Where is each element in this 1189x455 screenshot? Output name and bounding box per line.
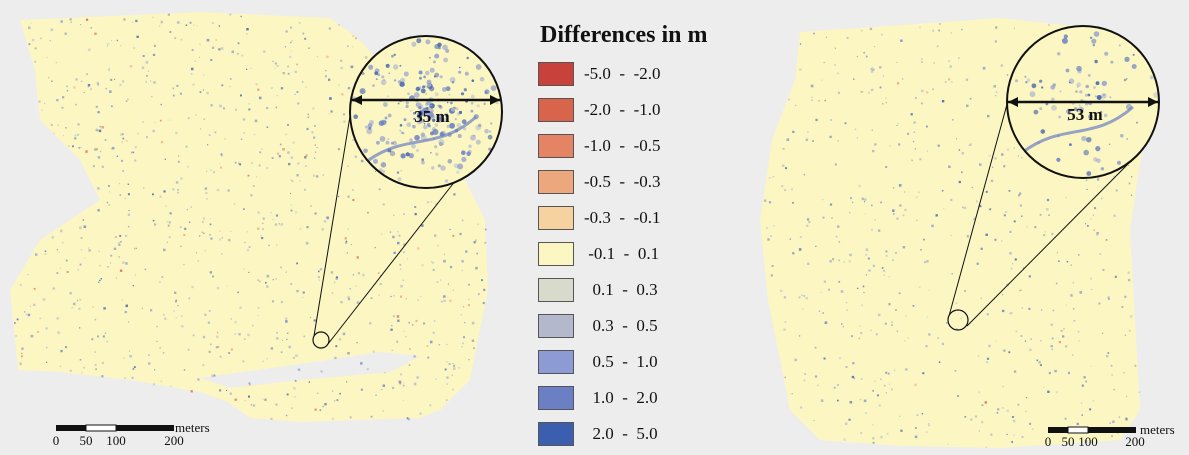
legend-swatch bbox=[538, 62, 574, 86]
right-scale-tick-2: 100 bbox=[1078, 434, 1098, 449]
legend-swatch bbox=[538, 206, 574, 230]
right-zoom-source bbox=[947, 309, 969, 331]
legend-item: -2.0 - -1.0 bbox=[538, 98, 738, 122]
left-map-gap bbox=[200, 352, 420, 388]
left-scale-tick-0: 0 bbox=[53, 433, 60, 448]
right-zoom-line-a bbox=[948, 85, 1013, 317]
right-scale-tick-0: 0 bbox=[1045, 434, 1052, 449]
left-zoom-source bbox=[312, 331, 330, 349]
right-scale-tick-1: 50 bbox=[1062, 434, 1075, 449]
right-scale-bar: meters 0 50 100 200 bbox=[1045, 422, 1175, 449]
legend-item: -0.3 - -0.1 bbox=[538, 206, 738, 230]
legend-label: 0.3 - 0.5 bbox=[584, 316, 658, 335]
legend-title: Differences in m bbox=[540, 22, 708, 48]
legend-item: -1.0 - -0.5 bbox=[538, 134, 738, 158]
right-scale-unit: meters bbox=[1140, 422, 1175, 437]
legend-label: 0.1 - 0.3 bbox=[584, 280, 658, 299]
right-zoom-label: 53 m bbox=[1067, 105, 1102, 124]
legend-label: -1.0 - -0.5 bbox=[584, 136, 661, 155]
left-scale-bar: meters 0 50 100 200 bbox=[53, 420, 210, 448]
left-zoom-label: 35 m bbox=[414, 107, 449, 126]
right-zoom-inset: 53 m bbox=[1006, 25, 1160, 179]
right-scale-tick-3: 200 bbox=[1125, 434, 1145, 449]
legend-label: 0.5 - 1.0 bbox=[584, 352, 658, 371]
legend-swatch bbox=[538, 134, 574, 158]
legend-swatch bbox=[538, 242, 574, 266]
legend-label: 1.0 - 2.0 bbox=[584, 388, 658, 407]
left-scale-tick-1: 50 bbox=[80, 433, 93, 448]
legend-swatch bbox=[538, 350, 574, 374]
legend-item: 2.0 - 5.0 bbox=[538, 422, 738, 446]
legend-item: -0.1 - 0.1 bbox=[538, 242, 738, 266]
legend-label: 2.0 - 5.0 bbox=[584, 424, 658, 443]
legend-swatch bbox=[538, 422, 574, 446]
left-scale-tick-2: 100 bbox=[106, 433, 126, 448]
legend-item: -0.5 - -0.3 bbox=[538, 170, 738, 194]
right-map: 53 m meters 0 50 100 200 bbox=[760, 18, 1175, 449]
legend-label: -0.5 - -0.3 bbox=[584, 172, 661, 191]
left-zoom-line-b bbox=[327, 161, 471, 345]
legend-swatch bbox=[538, 170, 574, 194]
left-scale-unit: meters bbox=[175, 420, 210, 435]
legend-swatch bbox=[538, 386, 574, 410]
legend-label: -0.3 - -0.1 bbox=[584, 208, 661, 227]
legend-label: -2.0 - -1.0 bbox=[584, 100, 661, 119]
legend-item: 0.1 - 0.3 bbox=[538, 278, 738, 302]
legend-label: -0.1 - 0.1 bbox=[584, 244, 660, 263]
legend-item: 1.0 - 2.0 bbox=[538, 386, 738, 410]
legend-item: 0.5 - 1.0 bbox=[538, 350, 738, 374]
right-zoom-line-b bbox=[966, 159, 1133, 327]
left-difference-speckles bbox=[14, 13, 487, 421]
legend-item: -5.0 - -2.0 bbox=[538, 62, 738, 86]
left-zoom-line-a bbox=[313, 103, 353, 337]
left-map: 35 m meters 0 50 100 200 bbox=[10, 12, 503, 448]
legend-swatch bbox=[538, 314, 574, 338]
left-zoom-inset: 35 m bbox=[349, 35, 503, 189]
legend-label: -5.0 - -2.0 bbox=[584, 64, 661, 83]
left-scale-tick-3: 200 bbox=[164, 433, 184, 448]
legend-swatch bbox=[538, 278, 574, 302]
legend-item: 0.3 - 0.5 bbox=[538, 314, 738, 338]
legend-swatch bbox=[538, 98, 574, 122]
